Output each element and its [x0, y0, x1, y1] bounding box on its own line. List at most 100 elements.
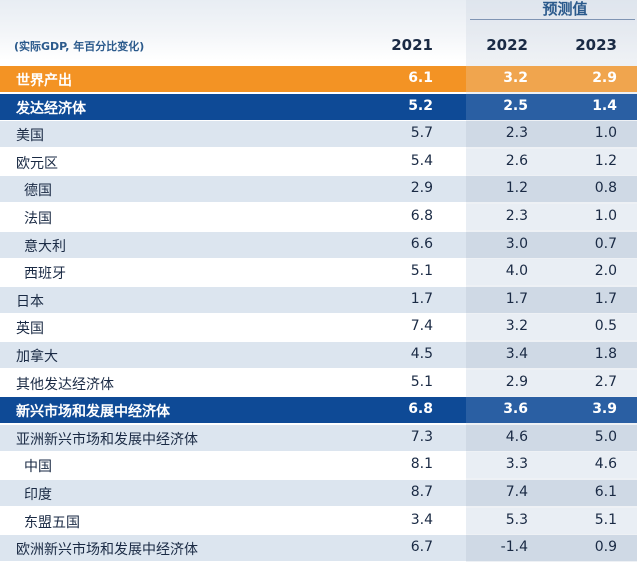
- value-2023: 2.0: [594, 263, 617, 280]
- row-label: 东盟五国: [24, 514, 80, 531]
- projection-cell-background: [466, 424, 637, 451]
- row-label: 加拿大: [16, 348, 58, 365]
- table-row: 世界产出 6.1 3.2 2.9: [0, 66, 637, 92]
- table-row: 加拿大 4.5 3.4 1.8: [0, 341, 637, 368]
- projection-cell-background: [466, 397, 637, 424]
- value-2021: 7.3: [410, 428, 433, 445]
- row-label: 发达经济体: [16, 100, 86, 117]
- row-label: 欧洲新兴市场和发展中经济体: [16, 542, 198, 559]
- value-2021: 8.7: [410, 483, 433, 500]
- row-label: 美国: [16, 128, 44, 145]
- value-2021: 3.4: [410, 511, 433, 528]
- value-2023: 1.0: [594, 207, 617, 224]
- column-header-2023: 2023: [575, 36, 617, 54]
- table-row: 亚洲新兴市场和发展中经济体 7.3 4.6 5.0: [0, 424, 637, 451]
- row-label: 欧元区: [16, 155, 58, 172]
- value-2022: 1.2: [505, 180, 528, 197]
- value-2023: 1.7: [594, 290, 617, 307]
- value-2021: 8.1: [410, 456, 433, 473]
- value-2022: 3.2: [505, 318, 528, 335]
- projection-cell-background: [466, 259, 637, 286]
- value-2021: 6.7: [410, 539, 433, 556]
- table-row: 美国 5.7 2.3 1.0: [0, 121, 637, 148]
- value-2023: 6.1: [594, 483, 617, 500]
- value-2022: 3.3: [505, 456, 528, 473]
- value-2021: 6.1: [408, 70, 433, 86]
- projection-cell-background: [466, 369, 637, 396]
- row-label: 英国: [16, 321, 44, 338]
- value-2022: 3.6: [503, 401, 528, 418]
- value-2023: 5.1: [594, 511, 617, 528]
- projection-cell-background: [466, 93, 637, 120]
- value-2023: 0.5: [594, 318, 617, 335]
- table-row: 欧洲新兴市场和发展中经济体 6.7 -1.4 0.9: [0, 535, 637, 562]
- row-label: 西班牙: [24, 266, 66, 283]
- table-row: 中国 8.1 3.3 4.6: [0, 452, 637, 479]
- value-2022: 7.4: [505, 483, 528, 500]
- projection-cell-background: [466, 231, 637, 258]
- value-2022: 2.3: [505, 207, 528, 224]
- value-2022: 2.5: [503, 97, 528, 114]
- table-row: 德国 2.9 1.2 0.8: [0, 176, 637, 203]
- value-2021: 2.9: [410, 180, 433, 197]
- value-2022: 2.6: [505, 152, 528, 169]
- row-label: 日本: [16, 293, 44, 310]
- value-2022: 5.3: [505, 511, 528, 528]
- value-2023: 3.9: [592, 401, 617, 418]
- forecast-underline: [470, 19, 635, 20]
- row-label: 意大利: [24, 238, 66, 255]
- row-label: 德国: [24, 183, 52, 200]
- value-2023: 1.0: [594, 125, 617, 142]
- value-2023: 5.0: [594, 428, 617, 445]
- table-row: 欧元区 5.4 2.6 1.2: [0, 148, 637, 175]
- value-2023: 0.7: [594, 235, 617, 252]
- value-2021: 4.5: [410, 345, 433, 362]
- value-2023: 1.4: [592, 97, 617, 114]
- row-label: 其他发达经济体: [16, 376, 114, 393]
- table-row: 东盟五国 3.4 5.3 5.1: [0, 507, 637, 534]
- table-row: 西班牙 5.1 4.0 2.0: [0, 259, 637, 286]
- value-2022: 3.4: [505, 345, 528, 362]
- column-header-2021: 2021: [391, 36, 433, 54]
- value-2021: 7.4: [410, 318, 433, 335]
- projection-cell-background: [466, 479, 637, 506]
- row-label: 法国: [24, 210, 52, 227]
- projection-cell-background: [466, 507, 637, 534]
- value-2021: 6.6: [410, 235, 433, 252]
- table-row: 其他发达经济体 5.1 2.9 2.7: [0, 369, 637, 396]
- value-2023: 2.7: [594, 373, 617, 390]
- table-row: 日本 1.7 1.7 1.7: [0, 286, 637, 313]
- row-label: 中国: [24, 459, 52, 476]
- value-2022: 4.6: [505, 428, 528, 445]
- value-2023: 0.8: [594, 180, 617, 197]
- projection-cell-background: [466, 66, 637, 92]
- value-2022: 1.7: [505, 290, 528, 307]
- value-2021: 6.8: [410, 207, 433, 224]
- forecast-label: 预测值: [542, 0, 588, 18]
- value-2022: 3.2: [503, 70, 528, 86]
- table-row: 新兴市场和发展中经济体 6.8 3.6 3.9: [0, 397, 637, 424]
- growth-table: 世界产出 6.1 3.2 2.9 发达经济体 5.2 2.5 1.4 美国 5.7 2.3 1.0 欧元…: [0, 66, 637, 563]
- table-row: 发达经济体 5.2 2.5 1.4: [0, 93, 637, 120]
- table-row: 印度 8.7 7.4 6.1: [0, 479, 637, 506]
- row-label: 亚洲新兴市场和发展中经济体: [16, 431, 198, 448]
- unit-note: (实际GDP, 年百分比变化): [14, 40, 145, 53]
- value-2023: 1.8: [594, 345, 617, 362]
- projection-cell-background: [466, 452, 637, 479]
- projection-cell-background: [466, 148, 637, 175]
- value-2021: 5.2: [408, 97, 433, 114]
- value-2023: 4.6: [594, 456, 617, 473]
- projection-cell-background: [466, 341, 637, 368]
- projection-cell-background: [466, 176, 637, 203]
- value-2023: 1.2: [594, 152, 617, 169]
- value-2022: 3.0: [505, 235, 528, 252]
- value-2021: 6.8: [408, 401, 433, 418]
- value-2023: 0.9: [594, 539, 617, 556]
- table-row: 英国 7.4 3.2 0.5: [0, 314, 637, 341]
- value-2022: 4.0: [505, 263, 528, 280]
- projection-cell-background: [466, 535, 637, 562]
- value-2023: 2.9: [592, 70, 617, 86]
- column-header-2022: 2022: [486, 36, 528, 54]
- table-header: (实际GDP, 年百分比变化) 2021 2022 2023: [0, 26, 637, 62]
- row-label: 世界产出: [16, 73, 72, 89]
